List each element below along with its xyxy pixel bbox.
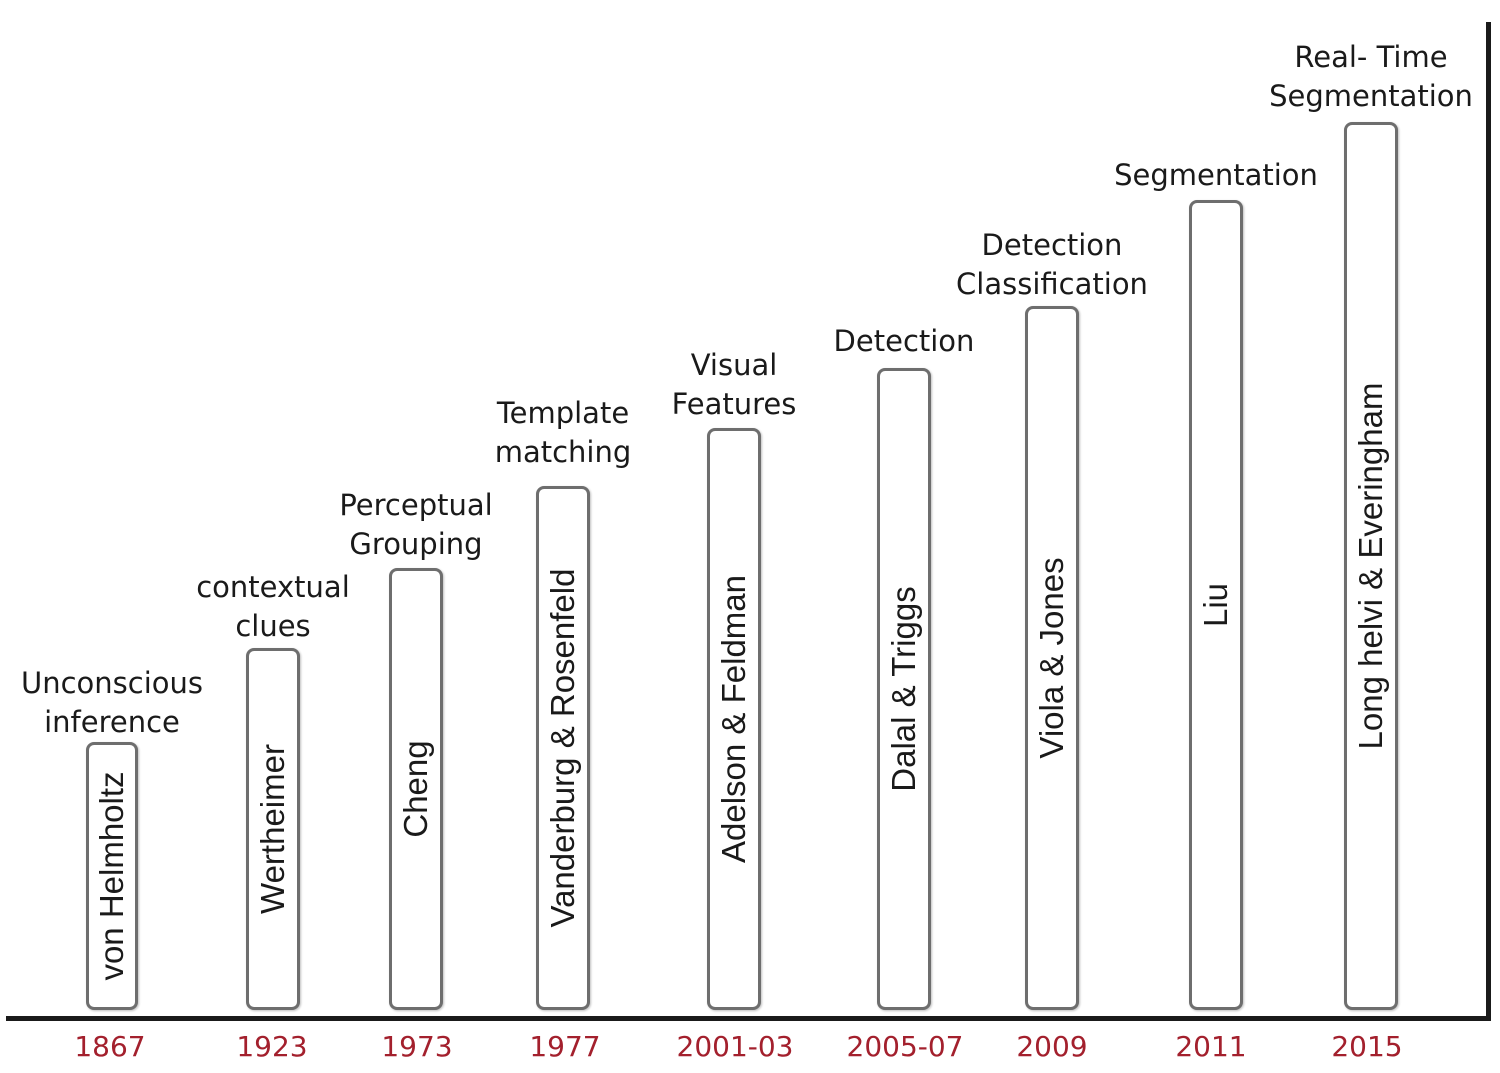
- bar-author-label: Long helvi & Everingham: [1352, 382, 1389, 750]
- year-label: 1973: [381, 1030, 453, 1063]
- topic-line: Real- Time: [1294, 40, 1448, 74]
- year-label: 2011: [1175, 1030, 1247, 1063]
- year-label: 1867: [74, 1030, 146, 1063]
- milestone-topic-label: Template matching: [495, 394, 632, 472]
- timeline-bar: Adelson & Feldman: [707, 428, 761, 1010]
- bar-author-label: Vanderburg & Rosenfeld: [544, 568, 581, 928]
- bar-author-label: Dalal & Triggs: [885, 586, 922, 792]
- year-label: 2001-03: [676, 1030, 794, 1063]
- x-axis-line: [6, 1016, 1490, 1021]
- bar-author-label: Wertheimer: [254, 744, 291, 914]
- topic-line: clues: [235, 609, 311, 643]
- milestone-topic-label: Real- Time Segmentation: [1269, 38, 1473, 116]
- topic-line: contextual: [196, 570, 350, 604]
- topic-line: Detection: [981, 228, 1123, 262]
- milestone-topic-label: Unconscious inference: [21, 664, 203, 742]
- year-label: 1923: [236, 1030, 308, 1063]
- timeline-bar: von Helmholtz: [86, 742, 138, 1010]
- bar-author-label: Liu: [1197, 582, 1234, 628]
- timeline-bar: Viola & Jones: [1025, 306, 1079, 1010]
- year-label: 1977: [529, 1030, 601, 1063]
- topic-line: Template: [496, 396, 630, 430]
- timeline-bar: Liu: [1189, 200, 1243, 1010]
- topic-line: Segmentation: [1114, 158, 1318, 192]
- timeline-bar: Long helvi & Everingham: [1344, 122, 1398, 1010]
- milestone-topic-label: Detection Classification: [956, 226, 1148, 304]
- timeline-bar: Dalal & Triggs: [877, 368, 931, 1010]
- timeline-bar: Vanderburg & Rosenfeld: [536, 486, 590, 1010]
- topic-line: Detection: [833, 324, 975, 358]
- topic-line: Features: [671, 387, 797, 421]
- bar-author-label: Viola & Jones: [1033, 557, 1070, 759]
- year-label: 2005-07: [846, 1030, 964, 1063]
- year-label: 2009: [1016, 1030, 1088, 1063]
- milestone-topic-label: Detection: [834, 322, 975, 361]
- milestone-topic-label: Perceptual Grouping: [339, 486, 492, 564]
- bar-author-label: von Helmholtz: [93, 771, 130, 981]
- bar-author-label: Cheng: [397, 740, 434, 838]
- topic-line: matching: [494, 435, 632, 469]
- milestone-topic-label: Segmentation: [1114, 156, 1318, 195]
- topic-line: Visual: [690, 348, 778, 382]
- topic-line: Segmentation: [1269, 79, 1473, 113]
- topic-line: inference: [44, 705, 180, 739]
- year-label: 2015: [1331, 1030, 1403, 1063]
- topic-line: Perceptual: [339, 488, 493, 522]
- topic-line: Unconscious: [20, 666, 204, 700]
- topic-line: Grouping: [349, 527, 483, 561]
- y-axis-line: [1486, 22, 1491, 1021]
- timeline-bar: Wertheimer: [246, 648, 300, 1010]
- bar-author-label: Adelson & Feldman: [715, 575, 752, 863]
- topic-line: Classification: [956, 267, 1148, 301]
- timeline-bar: Cheng: [389, 568, 443, 1010]
- milestone-topic-label: Visual Features: [672, 346, 797, 424]
- milestone-topic-label: contextual clues: [196, 568, 350, 646]
